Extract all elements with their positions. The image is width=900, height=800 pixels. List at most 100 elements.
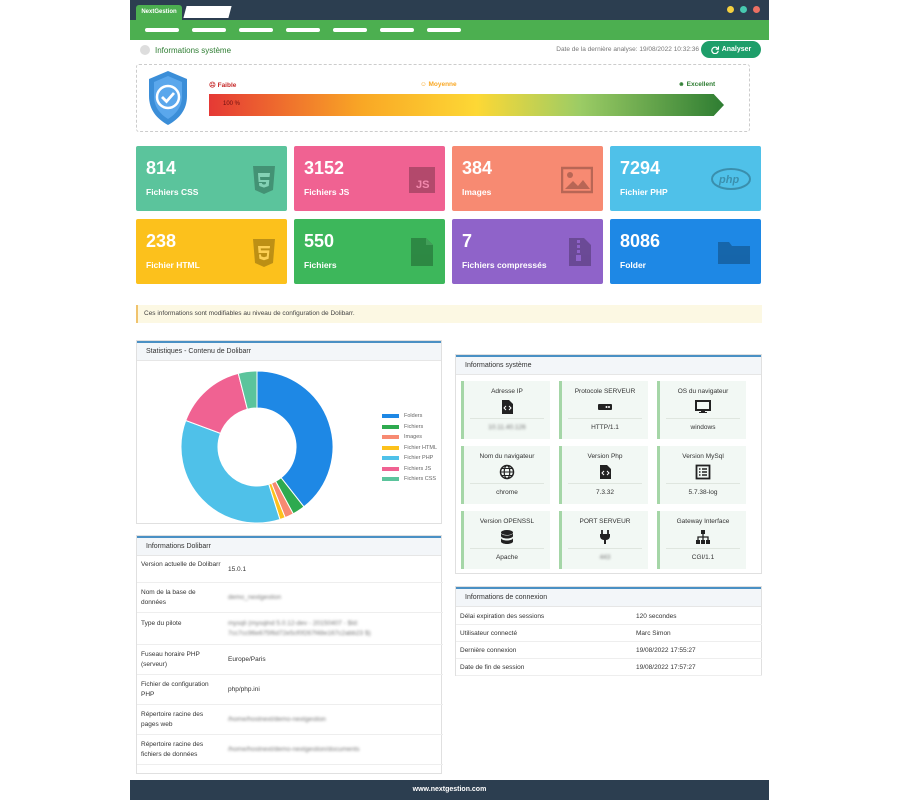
window-dot-yellow[interactable] — [727, 6, 734, 13]
system-card-title: Gateway Interface — [676, 518, 730, 525]
menu-item-6[interactable] — [380, 28, 414, 32]
legend-swatch — [382, 445, 399, 450]
security-score-panel: ☹ Faible ☺ Moyenne ☻ Excellent 100 % — [136, 64, 750, 132]
analyse-button-label: Analyser — [721, 46, 752, 53]
dolibarr-row: Version actuelle de Dolibarr 15.0.1 — [137, 557, 443, 583]
analyse-button[interactable]: Analyser — [701, 41, 761, 58]
system-card-version-php: Version Php 7.3.32 — [559, 446, 648, 504]
system-card-gateway-interface: Gateway Interface CGI/1.1 — [657, 511, 746, 569]
system-card-version-mysql: Version MySql 5.7.38-log — [657, 446, 746, 504]
footer[interactable]: www.nextgestion.com — [130, 780, 769, 800]
stat-value: 7 — [462, 231, 473, 251]
system-card-value: 7.3.32 — [595, 489, 615, 496]
row-label: Répertoire racine des fichiers de donnée… — [141, 741, 204, 758]
row-label: Utilisateur connecté — [460, 630, 518, 637]
legend-swatch — [382, 477, 399, 482]
browser-tab[interactable]: NextGestion — [136, 5, 182, 20]
dolibarr-row: Répertoire racine des fichiers de donnée… — [137, 735, 443, 765]
legend-item[interactable]: Fichier PHP — [382, 453, 437, 464]
stat-value: 550 — [304, 231, 335, 251]
window-dot-teal[interactable] — [740, 6, 747, 13]
sad-face-icon: ☹ — [209, 82, 216, 89]
panel-title: Informations de connexion — [456, 587, 761, 607]
connection-info-panel: Informations de connexion Délai expirati… — [455, 586, 762, 676]
row-value: demo_nextgestion — [228, 594, 282, 601]
menu-item-3[interactable] — [239, 28, 273, 32]
system-card-value: 10.11.40.126 — [488, 424, 526, 431]
legend-item[interactable]: Folders — [382, 411, 437, 422]
stat-value: 238 — [146, 231, 177, 251]
connection-row: Délai expiration des sessions 120 seconde… — [456, 608, 762, 625]
divider — [568, 548, 642, 549]
stat-value: 7294 — [620, 158, 661, 178]
legend-item[interactable]: Fichiers JS — [382, 464, 437, 475]
donut-slice-fichiers-css[interactable] — [237, 370, 258, 410]
system-card-value: windows — [690, 424, 716, 431]
system-card-title: Version Php — [587, 453, 623, 460]
php-icon: php — [711, 168, 751, 190]
divider — [470, 548, 544, 549]
monitor-icon — [695, 400, 711, 413]
stat-value: 814 — [146, 158, 177, 178]
legend-label: Fichiers — [404, 423, 424, 430]
stat-card-images[interactable]: 384 Images — [452, 146, 603, 211]
file-icon — [411, 238, 433, 266]
row-value: mysqli (mysqlnd 5.0.12-dev - 20150407 - … — [228, 620, 371, 637]
menu-item-2[interactable] — [192, 28, 226, 32]
menu-item-1[interactable] — [145, 28, 179, 32]
row-value: Europe/Paris — [228, 656, 266, 663]
legend-label: Fichiers CSS — [404, 476, 437, 483]
menu-item-5[interactable] — [333, 28, 367, 32]
connection-row: Dernière connexion 19/08/2022 17:55:27 — [456, 642, 762, 659]
legend-item[interactable]: Fichiers CSS — [382, 474, 437, 485]
donut-slice-folders[interactable] — [256, 370, 334, 508]
stat-card-css[interactable]: 814 Fichiers CSS — [136, 146, 287, 211]
row-label: Fichier de configuration PHP — [141, 681, 209, 698]
happy-face-icon: ☻ — [678, 81, 685, 88]
database-icon — [501, 530, 513, 544]
stat-card-compressed[interactable]: 7 Fichiers compressés — [452, 219, 603, 284]
dolibarr-row: Répertoire racine des pages web/home/hos… — [137, 705, 443, 735]
network-icon — [696, 530, 710, 544]
menu-item-7[interactable] — [427, 28, 461, 32]
legend-label: Fichiers JS — [404, 465, 432, 472]
score-progress-bar: 100 % — [209, 94, 724, 116]
stat-card-php[interactable]: 7294 Fichier PHP php — [610, 146, 761, 211]
stat-card-html[interactable]: 238 Fichier HTML — [136, 219, 287, 284]
stat-card-folder[interactable]: 8086 Folder — [610, 219, 761, 284]
row-label: Répertoire racine des pages web — [141, 711, 204, 728]
page-header: Informations système Date de la dernière… — [130, 40, 769, 60]
legend-swatch — [382, 424, 399, 429]
system-card-adresse-ip: Adresse IP 10.11.40.126 — [461, 381, 550, 439]
browser-tab-blank[interactable] — [183, 6, 232, 18]
row-value: /home/hostnext/demo-nextgestion — [228, 716, 326, 723]
app-frame: NextGestion Informations système Date de… — [130, 0, 769, 800]
stat-value: 384 — [462, 158, 493, 178]
system-card-nom-du-navigateur: Nom du navigateur chrome — [461, 446, 550, 504]
donut-slice-fichier-php[interactable] — [180, 419, 281, 524]
page-title: Informations système — [155, 46, 232, 55]
stat-card-js[interactable]: 3152 Fichiers JS JS — [294, 146, 445, 211]
stat-label: Images — [462, 187, 492, 197]
row-value: php/php.ini — [228, 686, 260, 693]
legend-item[interactable]: Fichier HTML — [382, 443, 437, 454]
stat-label: Fichiers JS — [304, 187, 350, 197]
window-dot-red[interactable] — [753, 6, 760, 13]
legend-swatch — [382, 466, 399, 471]
stat-card-files[interactable]: 550 Fichiers — [294, 219, 445, 284]
system-card-version-openssl: Version OPENSSL Apache — [461, 511, 550, 569]
connection-row: Utilisateur connecté Marc Simon — [456, 625, 762, 642]
window-titlebar: NextGestion — [130, 0, 769, 20]
donut-slice-fichiers-js[interactable] — [185, 372, 248, 435]
legend-label: Fichier PHP — [404, 455, 434, 462]
legend-item[interactable]: Images — [382, 432, 437, 443]
divider — [666, 548, 740, 549]
system-info-panel: Informations système Adresse IP 10.11.40.… — [455, 354, 762, 574]
legend-label: Folders — [404, 413, 423, 420]
panel-title: Statistiques - Contenu de Dolibarr — [137, 341, 441, 361]
legend-label: Images — [404, 434, 423, 441]
legend-item[interactable]: Fichiers — [382, 422, 437, 433]
stat-label: Folder — [620, 260, 646, 270]
stat-label: Fichiers compressés — [462, 260, 547, 270]
menu-item-4[interactable] — [286, 28, 320, 32]
